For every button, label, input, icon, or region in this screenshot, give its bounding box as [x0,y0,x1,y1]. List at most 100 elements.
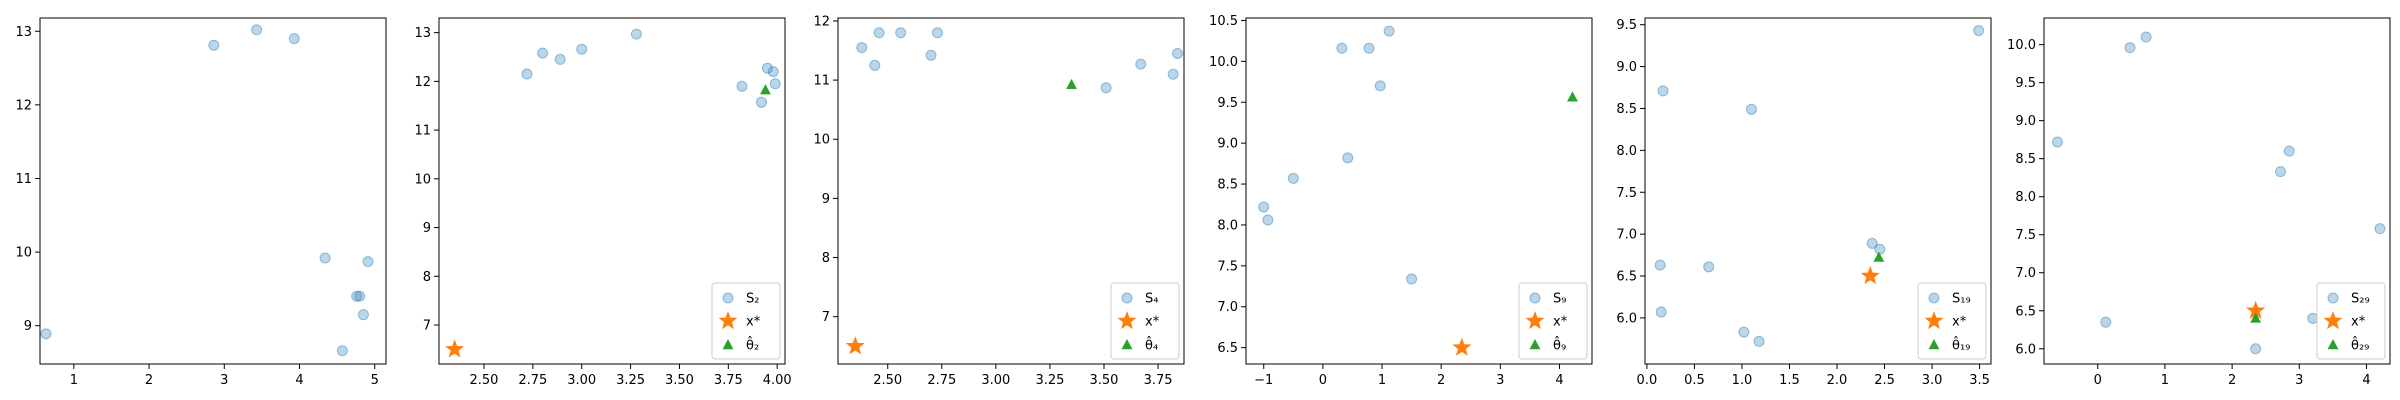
y-tick-label: 12 [813,14,830,29]
data-point [354,290,366,302]
x-tick-label: 4.00 [763,373,792,388]
data-point [2140,31,2152,43]
x-tick-label: 2.5 [1874,373,1895,388]
y-tick-label: 12 [15,98,32,113]
legend: S₂ x* θ̂₂ [711,282,781,360]
estimate-triangle-marker [1873,251,1885,262]
data-point [1973,25,1985,37]
x-tick-label: 1 [2161,373,2169,388]
data-point [1703,261,1715,273]
data-point [873,27,885,39]
x-tick-label: 2.50 [469,373,498,388]
data-point [2124,42,2136,54]
target-star-marker [1860,266,1880,285]
target-star-marker [1452,337,1472,356]
legend-point-swatch [1529,292,1541,304]
y-tick-label: 9 [24,319,32,334]
target-star-marker [845,336,865,355]
data-point [1287,172,1299,184]
y-tick-label: 10 [15,246,32,261]
x-tick-label: 3.75 [1144,373,1173,388]
plot-area [40,24,374,357]
x-tick-label: 2.75 [518,373,547,388]
chart-panel-5: 0.0 0.5 1.0 1.5 2.0 2.5 3.0 3.5 6.0 6.5 7.0 7.5 8.0 8… [1616,17,1992,388]
y-tick-label: 7.0 [1616,228,1637,243]
y-tick-label: 9.0 [1616,60,1637,75]
x-tick-label: 3 [2295,373,2303,388]
chart-panel-6: 0 1 2 3 4 6.0 6.5 7.0 7.5 8.0 8.5 9.0 9.5 10.0 S₂₉ x* θ̂… [2007,17,2391,388]
y-tick-label: 10 [813,133,830,148]
x-tick-label: 0 [2094,373,2102,388]
legend-star-swatch [1117,311,1137,330]
y-tick-label: 8.0 [2015,190,2036,205]
data-point [1655,306,1667,318]
x-tick-label: 4 [1555,373,1563,388]
legend-box [1518,282,1588,360]
data-point [1363,42,1375,54]
x-tick-label: 3.00 [981,373,1010,388]
chart-panel-4: −1 0 1 2 3 4 6.5 7.0 7.5 8.0 8.5 9.0 9.5 10.0 10.5 S₉ x*… [1209,14,1593,388]
data-point [756,96,768,108]
plot-area [845,27,1184,355]
data-point [736,80,748,92]
x-tick-label: 0 [1319,373,1327,388]
x-tick-label: 2.50 [873,373,902,388]
y-tick-label: 7.0 [2015,266,2036,281]
x-tick-label: 2.0 [1827,373,1848,388]
y-tick-label: 11 [15,172,32,187]
legend-star-swatch [2323,311,2343,330]
x-tick-label: −1 [1254,373,1273,388]
x-tick-label: 2 [1437,373,1445,388]
y-tick-label: 10.5 [1209,14,1238,29]
data-point [2100,316,2112,328]
data-point [554,53,566,65]
y-tick-label: 8.0 [1616,144,1637,159]
target-star-marker [445,339,465,358]
x-tick-label: 3.5 [1969,373,1990,388]
data-point [40,328,52,340]
legend-triangle-swatch [1529,339,1541,350]
legend-entry: S₁₉ [1952,292,1971,307]
y-tick-label: 10.0 [1209,55,1238,70]
data-point [895,27,907,39]
y-tick-label: 6.5 [1616,270,1637,285]
plot-frame [1644,17,1992,365]
legend-triangle-swatch [722,339,734,350]
y-tick-label: 6.0 [2015,342,2036,357]
legend-point-swatch [722,292,734,304]
data-point [2274,166,2286,178]
y-tick-label: 8.5 [1616,102,1637,117]
data-point [288,33,300,45]
y-tick-label: 10.0 [2007,38,2036,53]
x-tick-label: 1.5 [1779,373,1800,388]
legend-star-swatch [1924,311,1944,330]
data-point [856,42,868,54]
data-point [1657,85,1669,97]
y-tick-label: 8.0 [1217,218,1238,233]
plot-frame [2043,17,2391,365]
plot-area [445,28,781,358]
data-point [1654,259,1666,271]
x-tick-label: 2.75 [927,373,956,388]
y-tick-label: 8 [423,270,431,285]
data-point [1745,103,1757,115]
y-tick-label: 9.5 [2015,76,2036,91]
legend-entry: θ̂₉ [1553,336,1566,353]
data-point [1262,214,1274,226]
plot-frame [1245,17,1593,365]
data-point [1336,42,1348,54]
legend-entry: θ̂₂ [746,336,759,353]
data-point [769,78,781,90]
legend-entry: x* [1952,315,1967,330]
data-point [1866,237,1878,249]
estimate-triangle-marker [760,84,771,95]
data-point [576,43,588,55]
x-tick-label: 3.25 [1035,373,1064,388]
estimate-triangle-marker [1567,91,1578,102]
y-tick-label: 8 [822,251,830,266]
y-tick-label: 9.0 [2015,114,2036,129]
y-tick-label: 13 [15,25,32,40]
legend-star-swatch [718,311,738,330]
